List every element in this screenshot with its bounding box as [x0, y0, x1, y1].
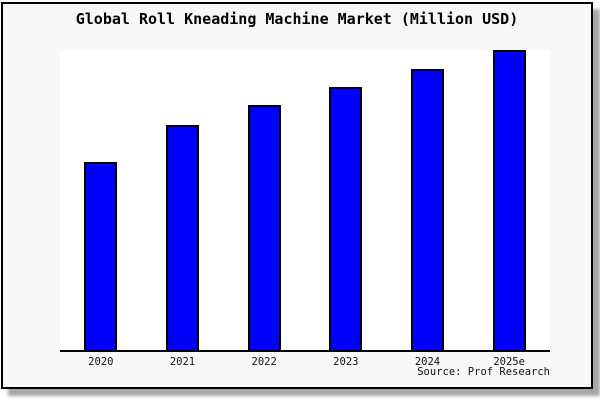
bar-2024	[411, 69, 444, 350]
x-tick-label-2025e: 2025e	[493, 356, 525, 368]
bar-2023	[329, 87, 362, 350]
chart-title: Global Roll Kneading Machine Market (Mil…	[75, 10, 519, 28]
plot-area	[60, 50, 550, 352]
x-tick-label-2020: 2020	[88, 356, 114, 368]
source-label: Source: Prof Research	[417, 366, 550, 378]
x-tick-label-2024: 2024	[414, 356, 441, 368]
bar-2021	[166, 125, 199, 350]
bar-2020	[84, 162, 117, 350]
bar-2025e	[493, 50, 526, 350]
x-tick-label-2021: 2021	[169, 356, 196, 368]
x-axis-labels: 2020 2021 2022 2023 2024 2025e	[60, 356, 550, 370]
bar-2022	[248, 105, 281, 350]
chart-frame: Global Roll Kneading Machine Market (Mil…	[1, 2, 593, 389]
x-tick-label-2022: 2022	[251, 356, 277, 368]
x-tick-label-2023: 2023	[333, 356, 359, 368]
